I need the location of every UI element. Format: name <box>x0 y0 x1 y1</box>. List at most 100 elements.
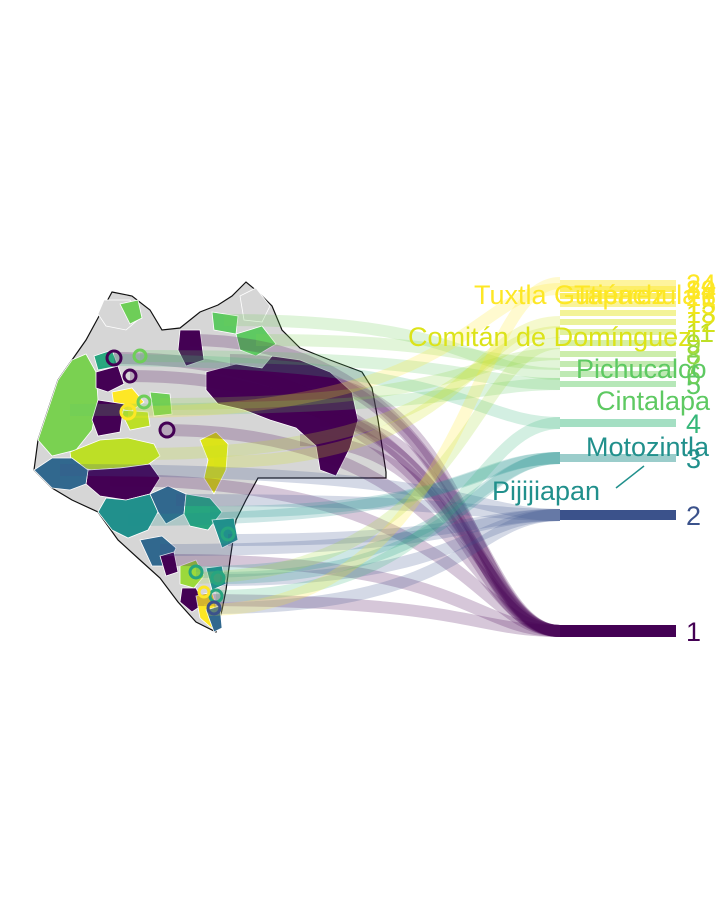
category-label: 84 <box>686 275 716 305</box>
region-south-2 <box>159 551 179 577</box>
centroid-marker <box>188 564 204 580</box>
centroid-marker <box>136 394 152 410</box>
flow-link <box>59 464 561 521</box>
category-bar <box>560 301 676 307</box>
flow-link <box>203 277 561 616</box>
category-label: 19 <box>686 275 716 305</box>
centroid-marker <box>105 349 123 367</box>
chiapas-map <box>33 281 387 633</box>
region-north-3 <box>177 329 205 367</box>
region-north-2 <box>119 299 143 325</box>
category-bar <box>560 454 676 462</box>
flow-link <box>169 554 561 637</box>
centroid-marker <box>119 403 137 421</box>
flow-link <box>229 354 561 637</box>
category-bar <box>560 419 676 427</box>
flow-link <box>99 354 561 429</box>
region-north-6 <box>235 325 277 357</box>
flow-link <box>319 414 561 637</box>
pijijiapan-leader-line <box>615 465 645 489</box>
flow-link <box>215 417 561 602</box>
category-bar <box>560 371 676 377</box>
centroid-marker <box>132 348 148 364</box>
category-bar <box>560 510 676 520</box>
flow-link <box>159 424 561 637</box>
flow-link <box>213 316 561 468</box>
centroid-marker <box>122 368 138 384</box>
flow-link <box>127 452 561 526</box>
category-label: 7 <box>686 350 701 380</box>
category-label: 6 <box>686 360 701 390</box>
label-comitan: Comitán de Domínguez <box>408 322 692 352</box>
category-bar <box>560 293 676 299</box>
flow-link <box>217 452 561 584</box>
region-tuxtla-5 <box>149 391 173 417</box>
category-bar <box>560 286 676 292</box>
category-label: 16 <box>686 282 716 312</box>
flow-link <box>189 594 561 637</box>
flow-link <box>255 334 561 370</box>
category-bar <box>560 319 676 325</box>
category-bar <box>560 310 676 316</box>
category-bar <box>560 280 676 286</box>
category-label: 13 <box>686 299 716 329</box>
category-bars <box>560 280 676 637</box>
category-label: 12 <box>686 308 716 338</box>
category-label: 3 <box>686 444 701 474</box>
category-bar <box>560 351 676 357</box>
label-tuxtla-gutierrez: Tuxtla Gutiérrez <box>474 280 665 310</box>
flow-link <box>209 452 561 518</box>
flow-link <box>139 326 561 460</box>
centroid-marker <box>197 585 211 599</box>
label-pichucalco: Pichucalco <box>576 354 707 384</box>
region-comitan <box>199 431 229 495</box>
category-label: 2 <box>686 501 701 531</box>
flow-link <box>159 509 561 556</box>
flow-link <box>175 494 561 521</box>
flow-link <box>299 374 561 637</box>
label-tapachula: Tapachula <box>574 280 698 310</box>
region-central-dark <box>91 399 125 437</box>
flow-link <box>195 452 561 578</box>
category-bar <box>560 286 676 292</box>
label-cintalapa: Cintalapa <box>596 386 711 416</box>
category-bar <box>560 361 676 367</box>
category-label: 5 <box>686 370 701 400</box>
category-bar <box>560 625 676 637</box>
label-pijijiapan: Pijijiapan <box>492 476 600 506</box>
flow-link <box>299 434 561 637</box>
category-label: 1 <box>686 617 701 647</box>
flows-layer <box>59 277 561 637</box>
centroid-marker <box>158 421 176 439</box>
category-bar <box>560 329 676 335</box>
flow-link <box>187 337 561 584</box>
flow-link <box>223 314 561 380</box>
category-label: 15 <box>686 290 716 320</box>
centroid-marker <box>210 570 226 586</box>
region-north-5 <box>239 287 271 323</box>
centroid-marker <box>206 600 222 616</box>
region-tuxtla-4 <box>119 409 151 431</box>
centroid-marker <box>220 526 236 542</box>
flow-link <box>127 283 561 418</box>
flow-link <box>239 394 561 637</box>
flow-link <box>129 370 561 637</box>
label-motozintla: Motozintla <box>586 432 710 462</box>
category-bar <box>560 340 676 346</box>
flow-link <box>139 350 561 390</box>
flow-link <box>189 334 561 637</box>
flow-link <box>159 348 561 410</box>
flow-link <box>113 352 561 637</box>
centroid-markers <box>105 348 236 616</box>
category-label: 21 <box>686 282 716 312</box>
flow-link <box>227 509 561 546</box>
municipality-labels: Tuxtla Gutiérrez Tapachula Comitán de Do… <box>408 280 711 506</box>
category-label: 9 <box>686 329 701 359</box>
region-coast-blue <box>33 457 89 491</box>
region-ocosingo <box>205 355 359 477</box>
flow-link <box>109 474 561 637</box>
category-label: 24 <box>686 269 716 299</box>
flow-link <box>69 378 561 416</box>
